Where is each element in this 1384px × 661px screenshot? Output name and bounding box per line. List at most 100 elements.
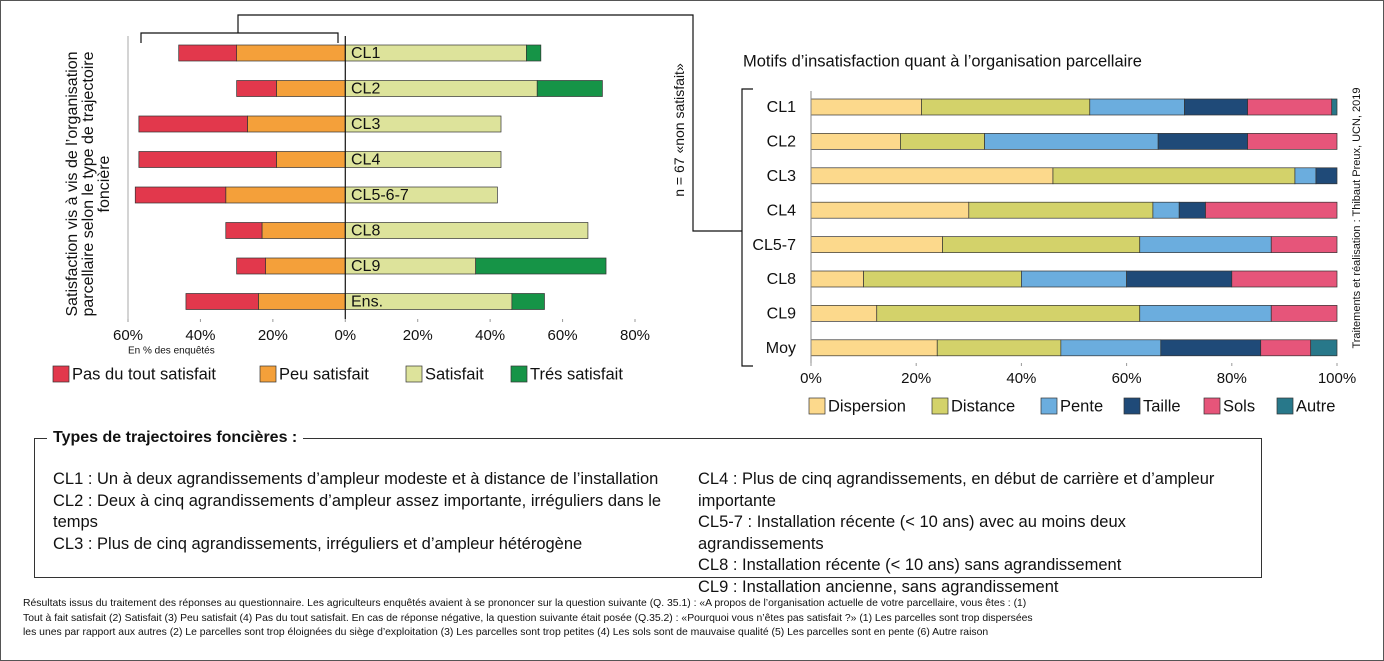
legend-label: Autre (1296, 397, 1335, 415)
type-item: CL3 : Plus de cinq agrandissements, irré… (53, 534, 583, 553)
legend-swatch (510, 365, 528, 383)
y-axis-label: Satisfaction vis à vis de l’organisation… (64, 51, 113, 317)
bar-segment (1157, 133, 1248, 150)
bar-segment (810, 201, 970, 219)
types-column: CL4 : Plus de cinq agrandissements, en d… (698, 469, 1238, 599)
legend-label: Taille (1143, 397, 1181, 415)
legend-label: Dispersion (828, 397, 906, 415)
bar-segment (942, 236, 1141, 253)
bar-segment (876, 305, 1141, 322)
type-item: CL8 : Installation récente (< 10 ans) sa… (698, 556, 1122, 575)
x-tick-label: 20% (403, 327, 433, 344)
bar-segment (138, 151, 277, 168)
annotation: n = 67 «non satisfait» (671, 63, 687, 197)
legend-swatch (259, 365, 277, 383)
bar-segment (1247, 98, 1333, 116)
category-label: CL1 (351, 45, 380, 62)
bar-segment (1184, 98, 1248, 116)
bar-segment (1331, 98, 1338, 116)
x-tick-label: 60% (113, 327, 143, 344)
x-tick-label: 100% (1318, 370, 1356, 387)
types-box: Types de trajectoires foncières : CL1 : … (34, 429, 1262, 596)
category-label: CL1 (767, 99, 796, 116)
category-label: CL8 (767, 271, 796, 288)
bar-segment (236, 257, 266, 275)
legend-label: Pente (1060, 397, 1103, 415)
bar-segment (178, 44, 237, 62)
x-tick-label: 40% (1006, 370, 1036, 387)
bar-segment (1021, 270, 1127, 288)
x-tick-label: 40% (475, 327, 505, 344)
bar-segment (984, 133, 1159, 150)
category-label: CL5-6-7 (351, 187, 409, 204)
bar-segment (1052, 167, 1296, 185)
category-label: CL2 (767, 134, 796, 151)
category-label: CL5-7 (752, 237, 796, 254)
bar-segment (1205, 201, 1338, 219)
bar-segment (344, 222, 589, 239)
bar-segment (1247, 133, 1338, 150)
bar-segment (968, 201, 1154, 219)
footnote-line: les unes par rapport aux autres (2) Le p… (23, 627, 989, 638)
bar-segment (936, 339, 1062, 357)
bar-segment (1126, 270, 1233, 288)
bar-segment (225, 186, 346, 204)
x-tick-label: 0% (334, 327, 356, 344)
x-tick-label: 60% (1112, 370, 1142, 387)
bar-segment (526, 44, 542, 62)
bar-segment (810, 236, 943, 253)
category-label: CL9 (767, 306, 796, 323)
type-item: CL5-7 : Installation récente (< 10 ans) … (698, 513, 1126, 553)
bracket (140, 32, 339, 43)
bar-segment (511, 293, 545, 310)
bar-segment (810, 339, 938, 357)
legend-label: Peu satisfait (279, 365, 369, 383)
category-label: CL9 (351, 258, 380, 275)
footnote-line: Tout à fait satisfait (2) Satisfait (3) … (23, 612, 1033, 624)
footnote-line: Résultats issus du traitement des répons… (23, 598, 1027, 609)
bar-segment (1160, 339, 1262, 357)
footnote: Résultats issus du traitement des répons… (23, 597, 1033, 641)
x-tick-label: 60% (548, 327, 578, 344)
bar-segment (475, 257, 607, 275)
legend-label: Trés satisfait (530, 365, 623, 383)
bracket (741, 88, 753, 367)
legend-swatch (405, 365, 423, 383)
legend-label: Distance (951, 397, 1015, 415)
legend-swatch (808, 397, 826, 415)
bar-segment (236, 80, 277, 97)
bar-segment (1315, 167, 1338, 185)
bar-segment (1260, 339, 1312, 357)
bar-segment (921, 98, 1091, 116)
bar-segment (1139, 305, 1272, 322)
type-item: CL2 : Deux à cinq agrandissements d’ampl… (53, 491, 662, 532)
types-column: CL1 : Un à deux agrandissements d’ampleu… (53, 469, 663, 555)
x-tick-label: 80% (620, 327, 650, 344)
bar-segment (134, 186, 227, 204)
bar-segment (1231, 270, 1338, 288)
bar-segment (1270, 305, 1338, 322)
type-item: CL9 : Installation ancienne, sans agrand… (698, 577, 1059, 596)
bar-segment (1152, 201, 1180, 219)
legend-swatch (1123, 397, 1141, 415)
legend-swatch (1040, 397, 1058, 415)
category-label: Moy (766, 340, 796, 357)
bar-segment (1294, 167, 1317, 185)
bar-segment (236, 44, 346, 62)
x-axis-label: En % des enquêtés (128, 346, 215, 357)
connector (237, 14, 742, 232)
category-label: CL4 (767, 202, 796, 219)
bar-segment (276, 151, 346, 168)
bar-segment (536, 80, 603, 97)
legend-label: Pas du tout satisfait (72, 365, 216, 383)
bar-segment (265, 257, 346, 275)
bar-segment (185, 293, 259, 310)
bar-segment (810, 133, 901, 150)
bar-segment (810, 98, 922, 116)
legend-swatch (52, 365, 70, 383)
x-tick-label: 20% (901, 370, 931, 387)
bar-segment (225, 222, 263, 239)
category-label: CL3 (351, 116, 380, 133)
x-tick-label: 40% (185, 327, 215, 344)
